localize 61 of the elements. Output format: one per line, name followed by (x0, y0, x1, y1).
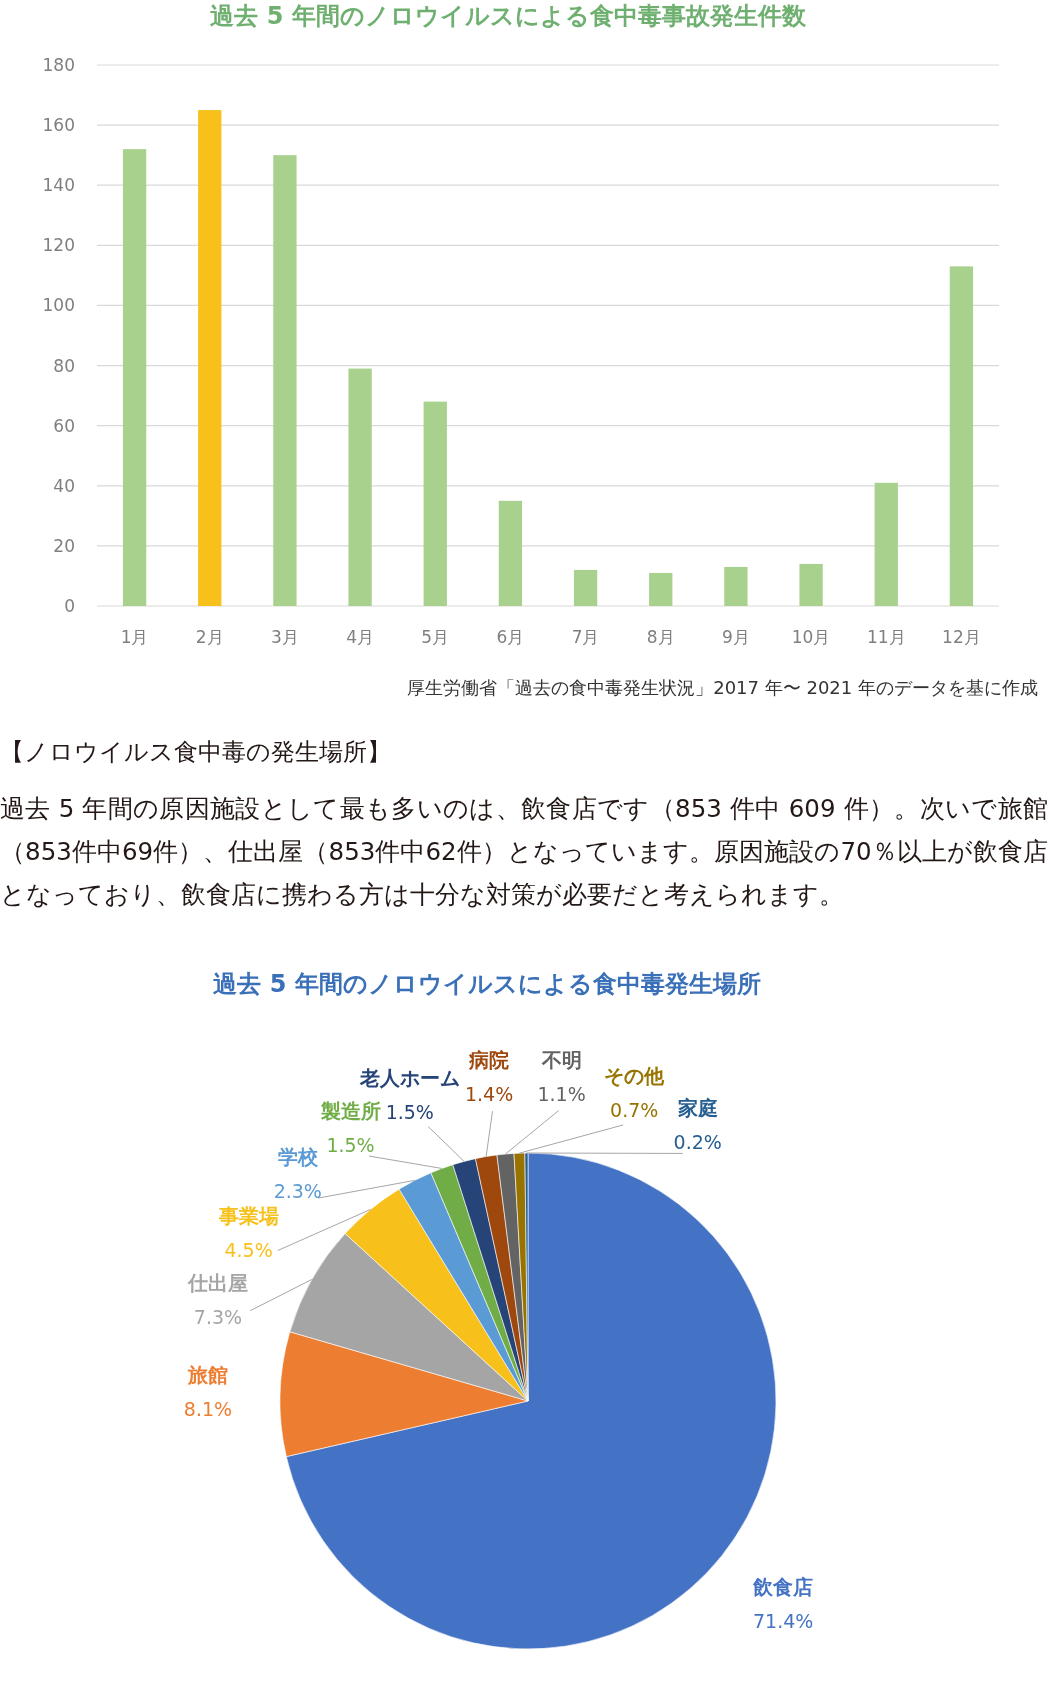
chart-title: 過去 5 年間のノロウイルスによる食中毒事故発生件数 (210, 2, 807, 30)
slice-label: 不明 (540, 1047, 582, 1072)
data-label: 0.7% (610, 1098, 659, 1121)
x-tick-label: 7月 (571, 627, 600, 647)
data-label: 71.4% (753, 1610, 814, 1633)
y-tick-label: 20 (53, 535, 75, 556)
bar (498, 500, 523, 606)
text: 過去 5 年間の原因施設として最も多いのは、飲食店です（853 件中 609 件）。次いで旅館（853件中69件）、仕出屋（853件中62件）となっています。原因施設の70％以上が飲食店となっており、飲食店に携わる方は十分な対策が必要だと考えられます。 (0, 793, 1048, 911)
y-tick-label: 40 (53, 475, 75, 496)
data-label: 2.3% (273, 1180, 322, 1203)
y-tick-label: 120 (42, 235, 75, 256)
y-tick-label: 80 (53, 355, 75, 376)
data-label: 1.4% (464, 1083, 514, 1106)
bar (799, 563, 823, 606)
bar (198, 110, 222, 606)
bar (649, 572, 673, 606)
x-tick-label: 5月 (421, 627, 450, 647)
bar (874, 482, 898, 606)
slice-label: 仕出屋 (186, 1271, 248, 1296)
data-label: 1.5% (385, 1100, 434, 1123)
bar (949, 266, 974, 606)
chart-title: 過去 5 年間のノロウイルスによる食中毒発生場所 (213, 970, 761, 998)
bar (423, 401, 447, 606)
x-tick-label: 4月 (346, 627, 374, 647)
slice-label: その他 (604, 1063, 666, 1088)
data-label: 0.2% (673, 1130, 722, 1153)
x-tick-label: 11月 (866, 627, 906, 647)
slice-label: 事業場 (217, 1204, 279, 1228)
slice-label: 製造所 (319, 1098, 381, 1123)
bar (724, 566, 748, 606)
y-tick-label: 100 (42, 295, 75, 316)
x-tick-label: 1月 (120, 627, 149, 647)
data-label: 7.3% (193, 1306, 243, 1329)
y-tick-label: 0 (64, 596, 75, 616)
x-tick-label: 3月 (271, 627, 299, 647)
slice-label: 病院 (468, 1048, 510, 1073)
data-label: 1.1% (537, 1082, 586, 1105)
text: 厚生労働省「過去の食中毒発生状況」2017 年〜 2021 年のデータを基に作成 (407, 677, 1038, 698)
x-tick-label: 6月 (496, 627, 525, 647)
x-tick-label: 2月 (195, 627, 224, 647)
bar (348, 368, 372, 606)
x-tick-label: 10月 (791, 627, 831, 647)
y-tick-label: 160 (42, 115, 75, 136)
slice-label: 家庭 (676, 1095, 718, 1120)
data-label: 4.5% (224, 1239, 273, 1261)
data-label: 1.5% (326, 1133, 375, 1156)
text: 【ノロウイルス食中毒の発生場所】 (0, 738, 391, 766)
slice-label: 旅館 (186, 1362, 228, 1387)
x-tick-label: 12月 (942, 627, 981, 647)
bar (573, 569, 598, 606)
y-tick-label: 140 (42, 175, 75, 196)
bar (122, 149, 147, 606)
slice-label: 飲食店 (752, 1575, 814, 1600)
x-tick-label: 8月 (646, 627, 675, 647)
y-tick-label: 60 (53, 415, 75, 436)
y-tick-label: 180 (42, 55, 75, 75)
bar (273, 155, 297, 606)
x-tick-label: 9月 (722, 627, 750, 647)
data-label: 8.1% (183, 1397, 233, 1420)
slice-label: 老人ホーム (358, 1065, 460, 1090)
slice-label: 学校 (277, 1145, 319, 1170)
